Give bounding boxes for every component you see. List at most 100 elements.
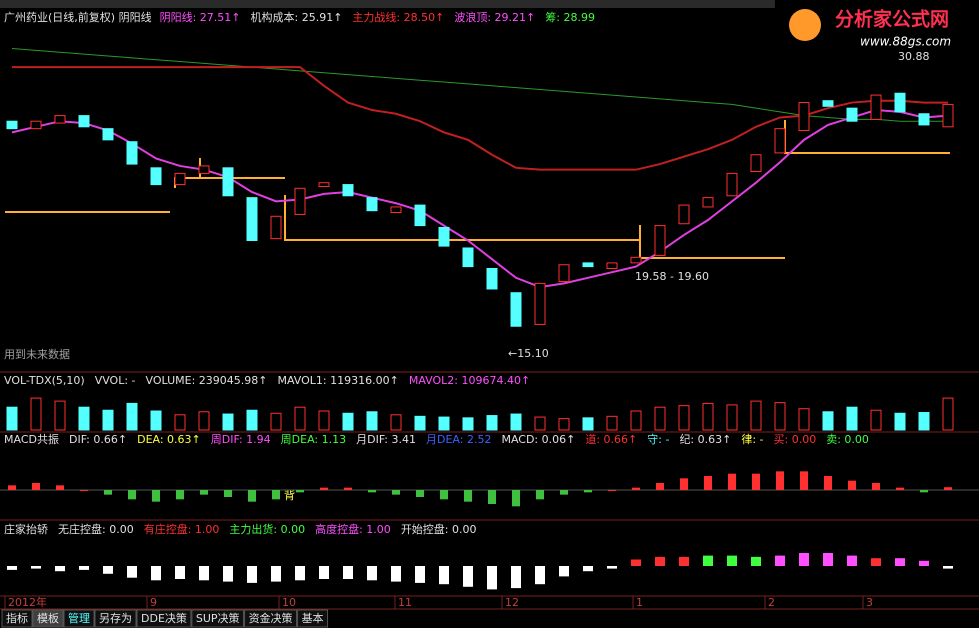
- volume-bar: [462, 417, 474, 431]
- legend-entry: 开始控盘: 0.00: [401, 522, 477, 536]
- tab-label[interactable]: 基本: [302, 611, 324, 625]
- volume-bar: [342, 412, 354, 431]
- macd-bar: [248, 490, 256, 502]
- panel-borders: [0, 371, 979, 610]
- macd-bar: [896, 487, 904, 490]
- legend-entry: 周DIF: 1.94: [211, 433, 271, 446]
- range-label: 19.58 - 19.60: [635, 270, 709, 283]
- candle: [486, 267, 498, 290]
- control-bar: [631, 559, 641, 566]
- volume-bar: [606, 415, 618, 431]
- x-tick-label: 2012年: [8, 595, 47, 609]
- candle: [294, 187, 306, 215]
- volume-bar: [918, 412, 930, 431]
- candle: [126, 141, 138, 165]
- volume-bar: [414, 415, 426, 431]
- tab-label[interactable]: 管理: [68, 611, 90, 625]
- legend-entry: VOL-TDX(5,10): [4, 374, 85, 387]
- macd-bar: [704, 476, 712, 490]
- tab[interactable]: [1, 609, 33, 628]
- legend-entry: 纪: 0.63↑: [679, 433, 731, 446]
- control-bar: [343, 566, 353, 579]
- control-bar: [7, 566, 17, 570]
- macd-bar: [176, 490, 184, 500]
- tab[interactable]: [94, 609, 137, 628]
- control-bar: [871, 558, 881, 566]
- candle: [198, 165, 210, 174]
- volume-bar: [30, 397, 42, 431]
- x-tick-label: 9: [150, 596, 157, 609]
- candle: [438, 226, 450, 247]
- tab-label[interactable]: 另存为: [99, 611, 132, 625]
- control-bar: [847, 555, 857, 566]
- macd-bar: [104, 490, 112, 495]
- control-bar: [919, 560, 929, 566]
- candle: [414, 204, 426, 227]
- tab[interactable]: [191, 609, 245, 628]
- tab[interactable]: [244, 609, 298, 628]
- legend-entry: 卖: 0.00: [826, 433, 869, 446]
- candle: [630, 256, 642, 264]
- candle: [150, 167, 162, 186]
- macd-bar: [584, 490, 592, 493]
- volume-bar: [390, 414, 402, 431]
- legend-entry: MAVOL1: 119316.00↑: [277, 374, 398, 387]
- volume-bar: [6, 406, 18, 431]
- tab[interactable]: [297, 609, 329, 628]
- legend-entry: 主力战线: 28.50↑: [352, 10, 444, 24]
- tab-label[interactable]: DDE决策: [141, 611, 187, 625]
- volume-bar: [894, 412, 906, 431]
- candle: [894, 92, 906, 113]
- legend-entry: MACD: 0.06↑: [501, 433, 575, 446]
- control-bar: [679, 556, 689, 566]
- volume-bar: [726, 404, 738, 431]
- control-bar: [199, 566, 209, 581]
- candle: [654, 225, 666, 256]
- control-bar: [319, 566, 329, 579]
- x-tick-label: 2: [768, 596, 775, 609]
- tab[interactable]: [136, 609, 192, 628]
- macd-bar: [80, 490, 88, 491]
- logo-url: www.88gs.com: [860, 35, 951, 49]
- candle: [822, 100, 834, 107]
- legend-entry: 阴阳线: 27.51↑: [160, 10, 241, 24]
- macd-bar: [512, 490, 520, 507]
- macd-bar: [800, 471, 808, 490]
- macd-bar: [416, 490, 424, 497]
- tab[interactable]: [63, 609, 95, 628]
- x-tick-label: 10: [282, 596, 296, 609]
- macd-bar: [200, 490, 208, 495]
- control-bar: [415, 566, 425, 583]
- volume-bar: [222, 413, 234, 431]
- macd-bar: [536, 490, 544, 500]
- candle: [870, 94, 882, 120]
- control-bar: [559, 566, 569, 577]
- legend-entry: 周DEA: 1.13: [281, 433, 346, 446]
- tab-label[interactable]: 资金决策: [249, 611, 293, 625]
- macd-bar: [320, 487, 328, 490]
- control-bar: [127, 566, 137, 578]
- x-tick-label: 3: [866, 596, 873, 609]
- indicator-line: [11, 48, 948, 122]
- candle: [510, 292, 522, 327]
- candle: [246, 197, 258, 242]
- candle: [462, 247, 474, 268]
- legend-entry: 庄家抬轿: [4, 522, 48, 536]
- volume-bar: [198, 411, 210, 431]
- macd-bar: [872, 483, 880, 490]
- volume-bar: [246, 409, 258, 431]
- tab[interactable]: [32, 609, 64, 628]
- legend-entry: VOLUME: 239045.98↑: [146, 374, 268, 387]
- tab-label[interactable]: 模板: [37, 611, 59, 625]
- low-label: ←15.10: [508, 347, 549, 360]
- candle: [678, 204, 690, 225]
- candle: [342, 184, 354, 197]
- macd-bar: [392, 490, 400, 495]
- volume-bar: [438, 416, 450, 431]
- tab-label[interactable]: SUP决策: [196, 611, 240, 625]
- tab-label[interactable]: 指标: [6, 611, 28, 625]
- legend-entry: 高度控盘: 1.00: [315, 522, 391, 536]
- volume-bar: [102, 409, 114, 431]
